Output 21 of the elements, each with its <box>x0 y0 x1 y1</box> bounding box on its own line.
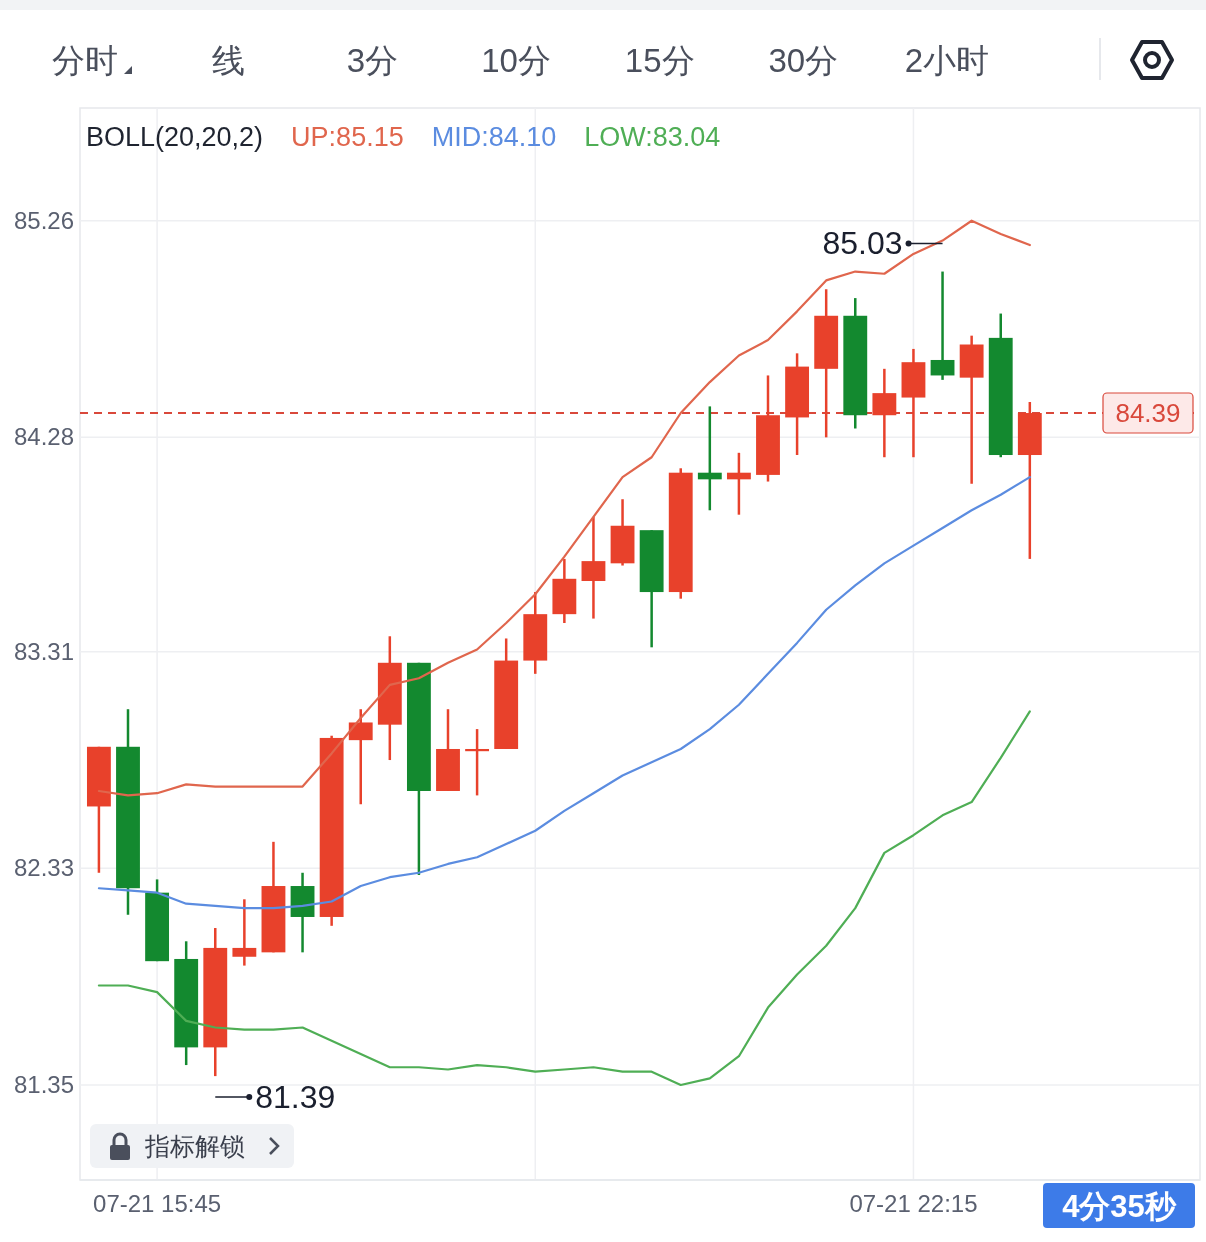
y-tick-label: 83.31 <box>13 637 74 665</box>
text: 15分 <box>624 42 695 79</box>
x-tick-label: 07-21 22:15 <box>849 1190 978 1217</box>
annotation: 指标解锁 <box>144 1132 245 1160</box>
x-tick-label: 07-21 15:45 <box>93 1190 222 1217</box>
y-tick-label: 82.33 <box>13 854 74 882</box>
text: 3分 <box>346 42 399 79</box>
annotation: 81.39 <box>255 1079 336 1116</box>
text: 2小时 <box>904 42 990 79</box>
text: 4分35秒 <box>1062 1189 1177 1224</box>
text: 分时 <box>52 42 118 79</box>
legend: BOLL(20,20,2) UP:85.15 MID:84.10 LOW:83.04 <box>86 122 721 152</box>
text: 线 <box>212 42 246 79</box>
y-tick-label: 84.28 <box>13 423 74 451</box>
y-tick-label: 81.35 <box>13 1070 74 1098</box>
ref-line-label: 84.39 <box>1115 398 1181 429</box>
text: 30分 <box>768 42 839 79</box>
ref-label: 84.39 <box>1102 392 1194 434</box>
text: 10分 <box>481 42 551 79</box>
y-tick-label: 85.26 <box>13 206 74 234</box>
annotation: 85.03 <box>822 224 903 261</box>
